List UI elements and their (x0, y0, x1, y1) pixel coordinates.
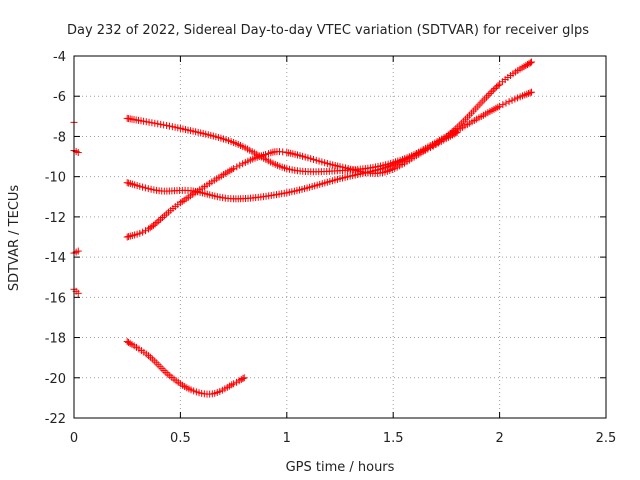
data-point (153, 218, 161, 226)
data-point (141, 184, 149, 192)
x-axis-label: GPS time / hours (286, 460, 395, 475)
data-point (165, 122, 173, 130)
data-point (148, 355, 156, 363)
y-tick-label: -16 (45, 291, 66, 306)
data-point (489, 86, 497, 94)
data-point (151, 220, 159, 228)
y-tick-label: -8 (53, 130, 66, 145)
data-point (74, 149, 82, 157)
data-point (157, 120, 165, 128)
data-point (491, 84, 499, 92)
axis-ticks (73, 55, 607, 419)
data-point (236, 161, 244, 169)
data-point (528, 58, 536, 66)
x-tick-label: 1.5 (383, 431, 404, 446)
data-point (526, 89, 534, 97)
data-point (505, 98, 513, 106)
data-point (146, 353, 154, 361)
y-tick-label: -10 (45, 171, 66, 186)
data-point (526, 59, 534, 67)
data-point (488, 88, 496, 96)
data-point (239, 375, 247, 383)
data-point (151, 119, 159, 127)
x-tick-label: 1 (283, 431, 291, 446)
y-axis-label: SDTVAR / TECUs (7, 185, 22, 292)
data-point (163, 122, 171, 130)
data-point (150, 221, 158, 229)
data-point (123, 338, 131, 346)
data-point (176, 199, 184, 207)
data-point (124, 338, 132, 346)
data-point (452, 129, 460, 137)
data-point (230, 380, 238, 388)
data-point (524, 61, 532, 69)
data-point (502, 99, 510, 107)
data-point (233, 163, 241, 171)
y-tick-label: -18 (45, 332, 66, 347)
data-point (228, 166, 236, 174)
data-point (160, 367, 168, 375)
data-point (240, 374, 248, 382)
data-point (494, 81, 502, 89)
data-point (144, 185, 152, 193)
plot-frame (73, 55, 607, 419)
data-point (158, 214, 166, 222)
data-points (70, 58, 536, 398)
x-tick-label: 0 (70, 431, 78, 446)
data-point (154, 120, 162, 128)
data-point (525, 89, 533, 97)
data-point (230, 165, 238, 173)
x-tick-labels: 0 0.5 1 1.5 2 2.5 (70, 431, 616, 446)
y-tick-labels: -22 -20 -18 -16 -14 -12 -10 -8 -6 -4 (45, 50, 66, 427)
data-point (499, 101, 507, 109)
data-point (453, 128, 461, 136)
data-point (486, 89, 494, 97)
data-point (494, 103, 502, 111)
y-tick-label: -14 (45, 251, 66, 266)
data-point (160, 121, 168, 129)
data-point (145, 118, 153, 126)
data-point (484, 91, 492, 99)
data-point (508, 96, 516, 104)
data-point (74, 289, 82, 297)
data-point (142, 227, 150, 235)
data-point (150, 357, 158, 365)
y-tick-label: -12 (45, 211, 66, 226)
data-point (528, 88, 536, 96)
y-tick-label: -22 (45, 412, 66, 427)
chart-title: Day 232 of 2022, Sidereal Day-to-day VTE… (67, 23, 589, 38)
data-point (237, 376, 245, 384)
x-tick-label: 0.5 (170, 431, 191, 446)
data-point (162, 368, 170, 376)
y-tick-label: -20 (45, 372, 66, 387)
data-point (139, 228, 147, 236)
y-tick-label: -4 (53, 50, 66, 65)
y-tick-label: -6 (53, 90, 66, 105)
data-point (155, 217, 163, 225)
data-point (148, 119, 156, 127)
data-point (262, 151, 270, 159)
data-point (164, 370, 172, 378)
data-point (279, 148, 287, 156)
data-point (74, 247, 82, 255)
data-point (482, 93, 490, 101)
x-tick-label: 2 (495, 431, 503, 446)
data-point (496, 102, 504, 110)
x-tick-label: 2.5 (596, 431, 617, 446)
data-point (523, 90, 531, 98)
